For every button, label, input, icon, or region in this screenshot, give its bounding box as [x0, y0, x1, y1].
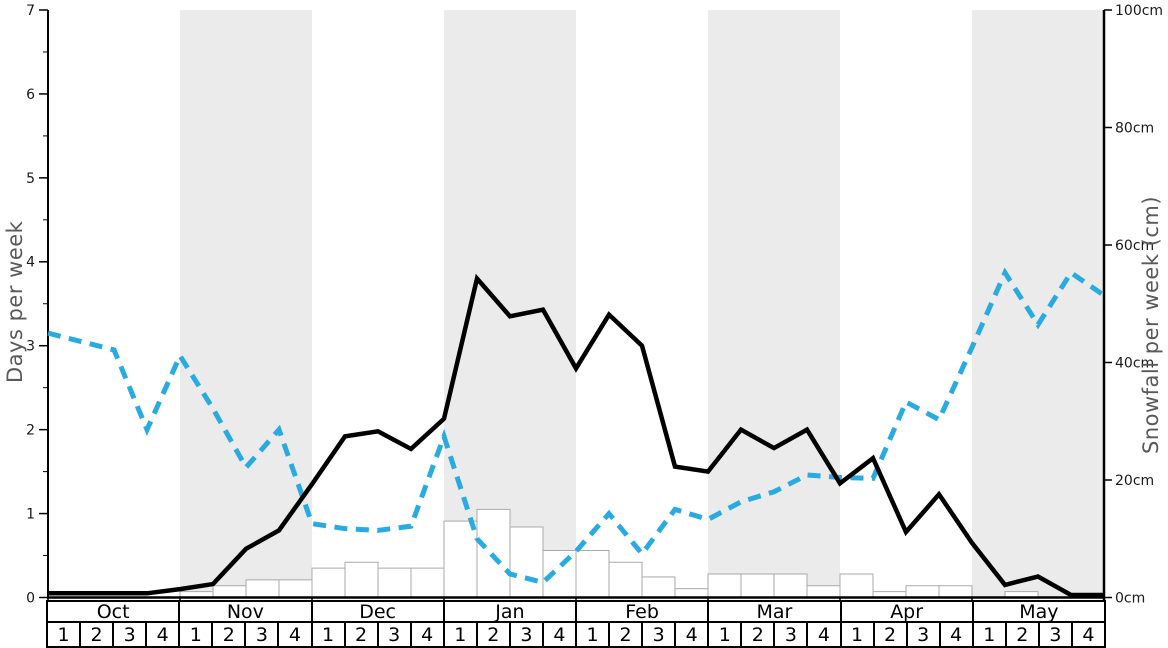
- snowfall-bar: [377, 567, 412, 598]
- week-cell: 3: [112, 623, 146, 648]
- snowfall-bar: [674, 588, 709, 598]
- week-cell: 3: [376, 623, 410, 648]
- snowfall-bar: [608, 561, 643, 598]
- month-cell: May: [971, 600, 1104, 623]
- month-row: Oct Nov Dec Jan Feb Mar Apr May: [46, 600, 1106, 623]
- left-axis-tick-label: 1: [26, 506, 35, 522]
- snowfall-bar: [938, 585, 973, 598]
- right-axis-tick-label: 20cm: [1115, 473, 1154, 489]
- left-axis-tick-label: 2: [26, 423, 35, 439]
- month-cell: Apr: [839, 600, 972, 623]
- week-cell: 3: [641, 623, 675, 648]
- week-cell: 4: [145, 623, 179, 648]
- week-cell: 1: [839, 623, 873, 648]
- week-cell: 4: [1070, 623, 1104, 648]
- month-cell: Mar: [707, 600, 840, 623]
- snowfall-bar: [410, 567, 445, 598]
- left-axis-tick-label: 6: [26, 87, 35, 103]
- month-shade-band: [180, 10, 312, 598]
- week-cell: 3: [244, 623, 278, 648]
- week-cell: 1: [442, 623, 476, 648]
- month-shade-band: [972, 10, 1104, 598]
- snow-days-solid-black-line: [48, 273, 1104, 598]
- week-cell: 1: [707, 623, 741, 648]
- month-cell: Dec: [310, 600, 443, 623]
- week-cell: 2: [343, 623, 377, 648]
- snowfall-bar: [245, 579, 280, 598]
- snowfall-bar: [905, 585, 940, 598]
- right-axis-tick-label: 60cm: [1115, 238, 1154, 254]
- week-cell: 2: [79, 623, 113, 648]
- left-axis-tick-label: 5: [26, 171, 35, 187]
- week-cell: 1: [310, 623, 344, 648]
- snowfall-bar: [542, 550, 577, 598]
- left-axis-tick-label: 3: [26, 339, 35, 355]
- week-cell: 4: [409, 623, 443, 648]
- week-cell: 1: [971, 623, 1005, 648]
- week-cell: 2: [740, 623, 774, 648]
- week-cell: 1: [575, 623, 609, 648]
- week-cell: 2: [475, 623, 509, 648]
- week-cell: 2: [608, 623, 642, 648]
- week-cell: 4: [938, 623, 972, 648]
- snowfall-bar: [707, 573, 742, 598]
- snowfall-bar: [641, 576, 676, 598]
- week-cell: 2: [211, 623, 245, 648]
- left-axis-tick-label: 0: [26, 590, 35, 606]
- snowfall-bar: [344, 561, 379, 598]
- snowfall-bar: [212, 585, 247, 598]
- week-cell: 1: [46, 623, 80, 648]
- left-axis-title: Days per week: [3, 220, 27, 384]
- snowfall-bar: [311, 567, 346, 598]
- right-axis-tick-label: 100cm: [1115, 3, 1163, 19]
- week-cell: 4: [277, 623, 311, 648]
- snowfall-bar: [509, 526, 544, 598]
- week-cell: 3: [905, 623, 939, 648]
- snowfall-bar: [806, 585, 841, 598]
- snowfall-bar: [278, 579, 313, 598]
- left-axis-tick-label: 7: [26, 3, 35, 19]
- week-cell: 2: [872, 623, 906, 648]
- week-cell: 4: [541, 623, 575, 648]
- month-cell: Jan: [442, 600, 575, 623]
- week-cell: 3: [508, 623, 542, 648]
- right-axis-title: Snowfall per week (cm): [1139, 195, 1163, 455]
- snowfall-bar: [575, 550, 610, 598]
- snow-days-dashed-blue-line: [47, 267, 1106, 586]
- snowfall-bar: [839, 573, 874, 598]
- month-cell: Feb: [575, 600, 708, 623]
- week-cell: 1: [178, 623, 212, 648]
- right-axis-tick-label: 80cm: [1115, 120, 1154, 136]
- month-cell: Nov: [178, 600, 311, 623]
- week-cell: 3: [1037, 623, 1071, 648]
- week-cell: 3: [773, 623, 807, 648]
- snowfall-bar: [443, 520, 478, 598]
- right-axis-tick-label: 40cm: [1115, 355, 1154, 371]
- week-cell: 4: [806, 623, 840, 648]
- week-cell: 4: [674, 623, 708, 648]
- month-shade-band: [708, 10, 840, 598]
- month-cell: Oct: [46, 600, 179, 623]
- left-axis-tick-label: 4: [26, 255, 35, 271]
- right-axis-tick-label: 0cm: [1115, 590, 1145, 606]
- snowfall-bar: [740, 573, 775, 598]
- week-cell: 2: [1004, 623, 1038, 648]
- snowfall-bar: [773, 573, 808, 598]
